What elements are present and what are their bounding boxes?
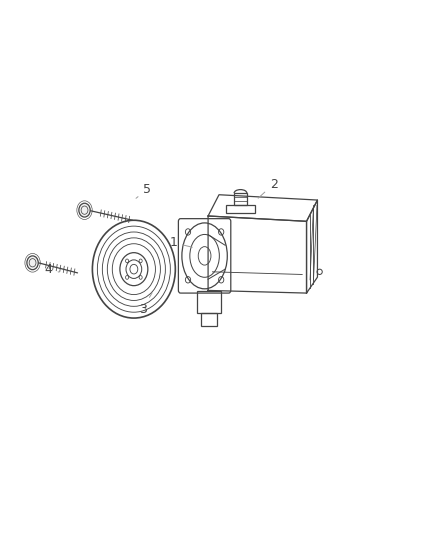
- Text: 4: 4: [45, 263, 59, 276]
- Text: 5: 5: [136, 183, 151, 198]
- Text: 3: 3: [139, 293, 152, 316]
- Ellipse shape: [27, 256, 38, 270]
- Text: 2: 2: [258, 177, 278, 198]
- Ellipse shape: [79, 203, 90, 217]
- Text: 1: 1: [169, 236, 192, 249]
